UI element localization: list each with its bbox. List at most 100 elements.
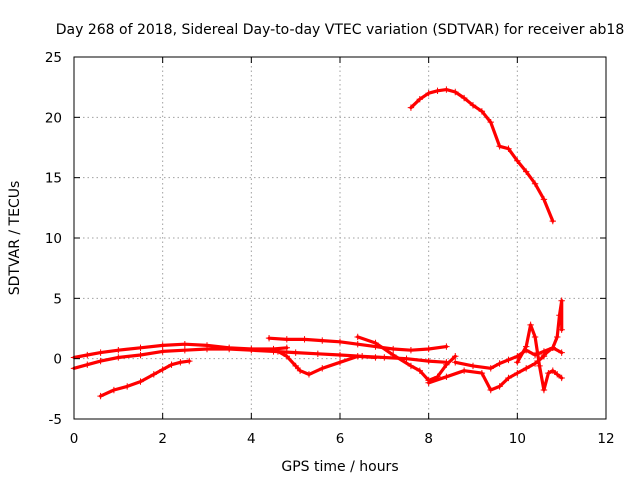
series-line xyxy=(515,323,564,392)
data-point xyxy=(159,342,166,349)
series-track-f xyxy=(354,333,459,384)
data-point xyxy=(505,356,512,364)
data-point xyxy=(443,86,450,93)
data-point xyxy=(407,347,415,354)
data-point xyxy=(496,143,503,150)
data-point xyxy=(452,359,459,366)
data-point xyxy=(554,371,561,378)
data-point xyxy=(110,386,118,394)
data-point xyxy=(181,340,189,348)
data-point xyxy=(336,338,344,345)
data-point xyxy=(487,118,494,126)
data-point xyxy=(203,342,211,349)
data-point xyxy=(514,157,521,164)
y-tick-label: 15 xyxy=(45,171,62,187)
data-point xyxy=(523,168,530,175)
data-point xyxy=(354,340,361,348)
data-point xyxy=(177,359,184,366)
data-point xyxy=(505,374,512,382)
data-point xyxy=(137,344,144,352)
data-point xyxy=(137,351,144,359)
data-point xyxy=(168,361,175,368)
data-point xyxy=(496,383,503,390)
series-track-i xyxy=(514,321,565,394)
data-point xyxy=(531,360,539,367)
data-point xyxy=(159,366,166,373)
data-point xyxy=(407,104,415,111)
data-point xyxy=(305,371,313,378)
data-point xyxy=(514,369,521,377)
data-point xyxy=(558,374,565,382)
y-tick-label: -5 xyxy=(49,412,62,428)
data-point xyxy=(549,217,556,225)
data-point xyxy=(425,345,432,353)
data-point xyxy=(416,367,423,374)
data-point xyxy=(97,392,104,400)
data-point xyxy=(407,362,415,370)
chart-title: Day 268 of 2018, Sidereal Day-to-day VTE… xyxy=(56,22,625,38)
data-point xyxy=(478,369,486,377)
data-point xyxy=(186,357,193,365)
data-point xyxy=(487,386,494,394)
data-point xyxy=(452,88,459,96)
data-point xyxy=(390,351,397,359)
data-point xyxy=(443,343,450,350)
data-point xyxy=(469,102,477,109)
data-point xyxy=(478,108,486,115)
data-point xyxy=(416,96,423,103)
data-point xyxy=(319,365,326,372)
series-track-c xyxy=(97,357,193,400)
x-tick-label: 0 xyxy=(70,431,79,447)
data-point xyxy=(549,367,556,374)
data-point xyxy=(283,344,290,352)
data-point xyxy=(425,379,432,386)
data-point xyxy=(496,360,503,367)
data-point xyxy=(336,351,344,359)
data-point xyxy=(137,378,144,385)
y-tick-label: 0 xyxy=(53,352,62,368)
data-point xyxy=(225,344,233,352)
data-point xyxy=(540,386,548,394)
data-point xyxy=(556,312,563,319)
data-point xyxy=(97,349,104,356)
data-point xyxy=(536,362,543,370)
data-point xyxy=(296,367,304,374)
y-tick-label: 10 xyxy=(45,231,62,247)
x-tick-label: 8 xyxy=(424,431,433,447)
data-point xyxy=(181,347,189,354)
x-axis-label: GPS time / hours xyxy=(281,459,398,475)
data-point xyxy=(283,336,290,343)
data-point xyxy=(292,349,299,356)
series-track-g xyxy=(425,353,548,394)
data-point xyxy=(314,350,322,358)
data-point xyxy=(372,339,379,347)
x-tick-label: 10 xyxy=(509,431,526,447)
data-point xyxy=(390,345,397,353)
data-point xyxy=(523,343,530,350)
data-point xyxy=(97,357,104,365)
y-tick-label: 5 xyxy=(53,291,62,307)
data-point xyxy=(301,336,308,343)
data-point xyxy=(248,345,255,353)
data-point xyxy=(425,357,432,365)
data-point xyxy=(460,367,468,374)
data-point xyxy=(443,373,450,380)
data-point xyxy=(540,196,548,203)
data-point xyxy=(372,354,379,361)
y-tick-label: 20 xyxy=(45,110,62,126)
data-point xyxy=(531,180,539,187)
data-point xyxy=(381,354,388,361)
data-point xyxy=(527,321,534,329)
data-point xyxy=(283,353,290,360)
x-tick-label: 12 xyxy=(597,431,614,447)
data-point xyxy=(443,361,450,368)
data-point xyxy=(554,333,561,341)
data-point xyxy=(292,362,299,370)
data-point xyxy=(403,355,410,362)
data-point xyxy=(270,345,277,353)
series-track-e xyxy=(274,348,379,378)
data-point xyxy=(319,337,326,344)
data-point xyxy=(336,359,344,366)
y-axis-label: SDTVAR / TECUs xyxy=(7,181,23,296)
series-line xyxy=(542,299,564,357)
